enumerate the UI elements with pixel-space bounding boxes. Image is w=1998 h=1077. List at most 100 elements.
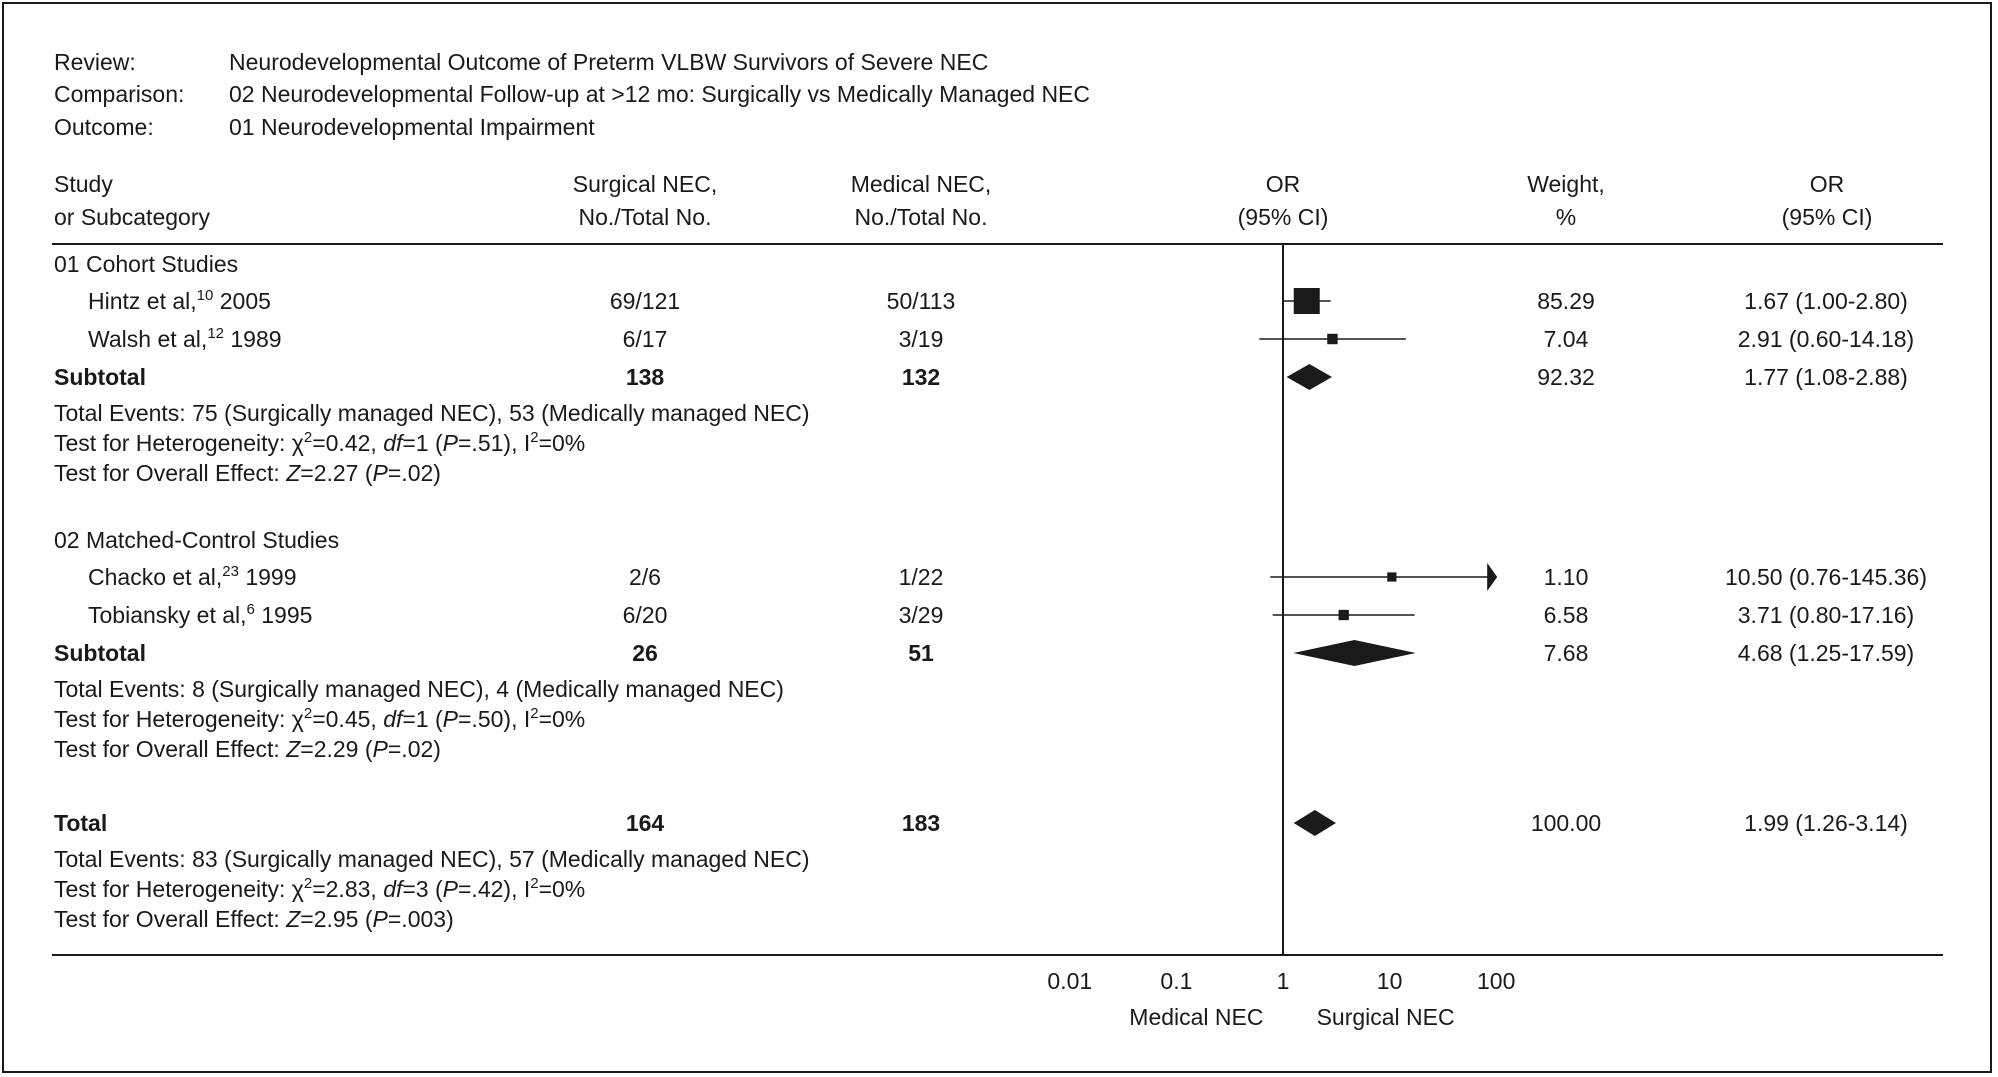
or-ci-value: 1.67 (1.00-2.80)	[1744, 288, 1908, 314]
col-header-study: or Subcategory	[54, 204, 210, 230]
superscript: 2	[304, 875, 312, 892]
stat-text: =1 (	[402, 430, 443, 456]
comparison-text: 02 Neurodevelopmental Follow-up at >12 m…	[229, 81, 1090, 107]
pooled-diamond	[1293, 810, 1336, 836]
col-header-weight: %	[1556, 204, 1576, 230]
stat-text: =2.27 (	[300, 460, 373, 486]
stat-text: =.003)	[388, 906, 454, 932]
or-ci-value: 2.91 (0.60-14.18)	[1738, 326, 1914, 352]
study-author: Chacko et al,	[88, 564, 222, 590]
study-year: 1999	[239, 564, 297, 590]
surgical-value: 2/6	[629, 564, 661, 590]
surgical-value: 6/20	[623, 602, 668, 628]
favors-right-label: Surgical NEC	[1317, 1004, 1455, 1030]
total-or-ci: 1.99 (1.26-3.14)	[1744, 810, 1908, 836]
outcome-text: 01 Neurodevelopmental Impairment	[229, 114, 595, 140]
superscript: 2	[530, 429, 538, 446]
favors-left-label: Medical NEC	[1129, 1004, 1263, 1030]
stat-text: =2.29 (	[300, 736, 373, 762]
italic-symbol: df	[383, 430, 405, 456]
stat-text: =0%	[539, 876, 586, 902]
stats-line: Test for Heterogeneity: χ2=0.45, df=1 (P…	[54, 705, 585, 732]
study-year: 2005	[213, 288, 271, 314]
study-author: Tobiansky et al,	[88, 602, 247, 628]
study-author: Walsh et al,	[88, 326, 207, 352]
col-header-or-plot: (95% CI)	[1238, 204, 1329, 230]
study-author: Hintz et al,	[88, 288, 197, 314]
review-title: Neurodevelopmental Outcome of Preterm VL…	[229, 49, 988, 75]
total-weight: 100.00	[1531, 810, 1601, 836]
superscript: 2	[530, 875, 538, 892]
subtotal-medical: 51	[908, 640, 934, 666]
subtotal-or-ci: 1.77 (1.08-2.88)	[1744, 364, 1908, 390]
stat-text: Test for Overall Effect:	[54, 906, 286, 932]
comparison-label: Comparison:	[54, 81, 184, 107]
stats-line: Test for Overall Effect: Z=2.27 (P=.02)	[54, 460, 441, 486]
col-header-or-plot: OR	[1266, 171, 1301, 197]
stat-text: =.02)	[388, 460, 441, 486]
col-header-surgical: No./Total No.	[579, 204, 712, 230]
study-label: Hintz et al,10 2005	[88, 287, 271, 314]
italic-symbol: P	[373, 460, 389, 486]
medical-value: 1/22	[899, 564, 944, 590]
review-label: Review:	[54, 49, 136, 75]
medical-value: 50/113	[887, 288, 956, 314]
stat-text: Test for Heterogeneity: χ	[54, 430, 304, 456]
italic-symbol: Z	[285, 460, 301, 486]
stats-line: Test for Overall Effect: Z=2.95 (P=.003)	[54, 906, 454, 932]
col-header-study: Study	[54, 171, 113, 197]
subtotal-medical: 132	[902, 364, 940, 390]
stat-text: Total Events: 83 (Surgically managed NEC…	[54, 846, 810, 872]
weight-value: 1.10	[1544, 564, 1589, 590]
col-header-medical: No./Total No.	[855, 204, 988, 230]
subtotal-surgical: 138	[626, 364, 665, 390]
pooled-diamond	[1293, 640, 1416, 666]
stat-text: Test for Overall Effect:	[54, 460, 286, 486]
medical-value: 3/19	[899, 326, 944, 352]
stat-text: Test for Overall Effect:	[54, 736, 286, 762]
col-header-medical: Medical NEC,	[851, 171, 992, 197]
stat-text: =2.83,	[312, 876, 383, 902]
italic-symbol: P	[443, 876, 459, 902]
subtotal-label: Subtotal	[54, 640, 146, 666]
italic-symbol: P	[373, 906, 389, 932]
italic-symbol: P	[443, 706, 459, 732]
superscript: 2	[304, 429, 312, 446]
stat-text: =.51), I	[458, 430, 530, 456]
total-surgical: 164	[626, 810, 665, 836]
study-label: Walsh et al,12 1989	[88, 325, 282, 352]
group-title: 01 Cohort Studies	[54, 251, 238, 277]
col-header-surgical: Surgical NEC,	[573, 171, 717, 197]
or-ci-value: 3.71 (0.80-17.16)	[1738, 602, 1914, 628]
weight-value: 6.58	[1544, 602, 1589, 628]
stat-text: =0%	[539, 706, 586, 732]
total-label: Total	[54, 810, 107, 836]
weight-value: 85.29	[1537, 288, 1595, 314]
superscript: 2	[530, 705, 538, 722]
study-ref: 6	[247, 601, 255, 618]
subtotal-weight: 7.68	[1544, 640, 1589, 666]
italic-symbol: Z	[285, 906, 301, 932]
axis-tick-label: 10	[1377, 968, 1403, 994]
axis-tick-label: 100	[1477, 968, 1515, 994]
subtotal-or-ci: 4.68 (1.25-17.59)	[1738, 640, 1914, 666]
subtotal-weight: 92.32	[1537, 364, 1595, 390]
outcome-label: Outcome:	[54, 114, 154, 140]
study-ref: 23	[222, 563, 239, 580]
stat-text: =0.42,	[312, 430, 383, 456]
stat-text: =.42), I	[458, 876, 530, 902]
weight-value: 7.04	[1544, 326, 1589, 352]
italic-symbol: df	[383, 876, 405, 902]
subtotal-label: Subtotal	[54, 364, 146, 390]
stat-text: Test for Heterogeneity: χ	[54, 876, 304, 902]
stats-line: Test for Heterogeneity: χ2=0.42, df=1 (P…	[54, 429, 585, 456]
stat-text: =0%	[539, 430, 586, 456]
stat-text: Total Events: 75 (Surgically managed NEC…	[54, 400, 810, 426]
stats-line: Test for Heterogeneity: χ2=2.83, df=3 (P…	[54, 875, 585, 902]
surgical-value: 6/17	[623, 326, 668, 352]
col-header-or: OR	[1810, 171, 1845, 197]
italic-symbol: Z	[285, 736, 301, 762]
stat-text: =2.95 (	[300, 906, 373, 932]
